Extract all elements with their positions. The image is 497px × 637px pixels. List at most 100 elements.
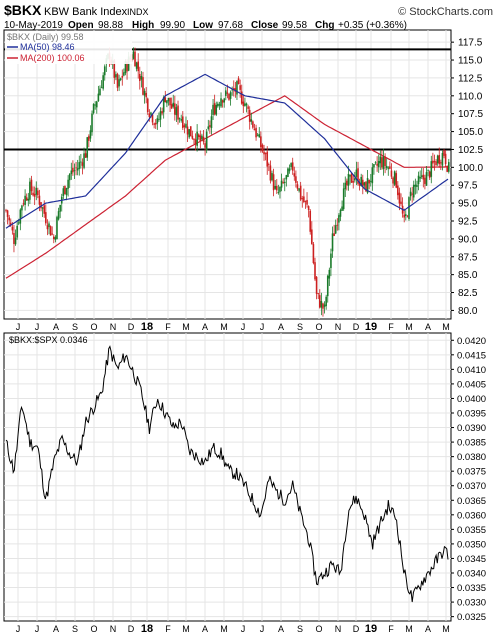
candle-body xyxy=(349,174,351,177)
candle-body xyxy=(341,206,343,211)
candle-body xyxy=(260,136,262,148)
candle-body xyxy=(91,113,93,133)
candle-body xyxy=(245,103,248,106)
ratio-x-tick-label: J xyxy=(241,624,246,634)
candle-body xyxy=(444,153,447,165)
ratio-x-tick-label: M xyxy=(405,624,413,634)
ratio-series-title: $BKX:$SPX 0.0346 xyxy=(9,335,88,345)
candle-body xyxy=(94,104,96,106)
candle-body xyxy=(119,78,122,80)
ratio-y-tick-label: 0.0340 xyxy=(457,569,486,580)
candle-body xyxy=(266,151,269,167)
candle-body xyxy=(427,169,429,171)
ratio-y-tick-label: 0.0355 xyxy=(457,525,486,536)
candle-body xyxy=(291,162,294,171)
candle-body xyxy=(397,185,399,196)
candle-body xyxy=(422,174,425,180)
ratio-y-tick-label: 0.0390 xyxy=(457,423,486,434)
candle-body xyxy=(154,122,157,125)
candle-body xyxy=(390,170,393,177)
candle-body xyxy=(377,161,380,168)
candle-body xyxy=(414,184,417,187)
candle-body xyxy=(197,134,200,137)
ratio-y-tick-label: 0.0365 xyxy=(457,496,486,507)
candle-body xyxy=(186,126,189,135)
candle-body xyxy=(385,165,388,169)
price-x-tick-label: S xyxy=(297,322,303,332)
candle-body xyxy=(311,229,313,245)
ratio-y-tick-label: 0.0345 xyxy=(457,554,486,565)
candle-body xyxy=(215,104,218,115)
candle-body xyxy=(156,118,159,124)
candle-body xyxy=(19,209,22,224)
candle-body xyxy=(320,300,323,308)
candle-body xyxy=(175,107,178,116)
price-x-tick-labels: J J A S O N D 18 F M A M J J A S O N D 19 F M A M xyxy=(16,321,450,333)
candle-body xyxy=(189,126,192,137)
candle-body xyxy=(183,125,186,128)
price-y-tick-label: 107.5 xyxy=(458,109,483,120)
candle-body xyxy=(355,169,358,177)
candle-body xyxy=(223,98,226,103)
candle-body xyxy=(268,164,270,165)
candle-body xyxy=(188,129,190,138)
candle-body xyxy=(145,92,147,98)
candle-body xyxy=(374,162,377,164)
candle-body xyxy=(303,196,305,203)
candle-body xyxy=(89,130,92,139)
candle-body xyxy=(135,62,138,69)
candle-body xyxy=(312,244,315,264)
candle-body xyxy=(17,222,20,224)
price-x-tick-label: A xyxy=(53,322,59,332)
candle-body xyxy=(354,178,356,181)
price-y-tick-label: 117.5 xyxy=(458,38,483,49)
candle-body xyxy=(255,127,257,138)
candle-body xyxy=(274,185,276,189)
candle-body xyxy=(95,101,98,108)
price-y-tick-label: 97.5 xyxy=(458,181,478,192)
price-x-tick-label: 19 xyxy=(365,321,377,333)
candle-body xyxy=(75,167,77,169)
candle-body xyxy=(41,207,44,209)
ratio-x-tick-label: D xyxy=(128,624,135,634)
candle-body xyxy=(196,131,198,146)
candle-body xyxy=(16,225,18,238)
candle-body xyxy=(288,168,291,172)
candle-body xyxy=(361,179,364,188)
candle-body xyxy=(11,226,14,231)
candle-body xyxy=(166,100,168,104)
candle-body xyxy=(25,197,28,201)
candle-body xyxy=(201,135,203,140)
price-x-tick-label: F xyxy=(165,322,171,332)
price-x-tick-label: M xyxy=(182,322,190,332)
candle-body xyxy=(138,73,141,82)
candle-body xyxy=(54,237,57,240)
ratio-x-tick-label: A xyxy=(202,624,208,634)
candle-body xyxy=(314,262,316,280)
price-y-tick-label: 110.0 xyxy=(458,91,483,102)
candle-body xyxy=(126,61,128,72)
candle-body xyxy=(6,210,9,217)
price-x-tick-label: M xyxy=(220,322,228,332)
ma50-line xyxy=(5,73,449,229)
candle-body xyxy=(441,153,444,166)
candle-body xyxy=(325,296,327,307)
ratio-x-tick-label: J xyxy=(35,624,40,634)
ratio-y-tick-label: 0.0410 xyxy=(457,365,486,376)
price-y-tick-label: 102.5 xyxy=(458,145,483,156)
candle-body xyxy=(285,175,288,180)
candle-body xyxy=(347,173,350,186)
candle-body xyxy=(239,85,241,90)
candle-body xyxy=(146,98,149,113)
candle-body xyxy=(143,90,146,96)
candle-body xyxy=(51,233,53,235)
candle-body xyxy=(205,131,208,151)
candle-body xyxy=(419,177,421,179)
candle-body xyxy=(440,162,442,164)
price-x-tick-label: D xyxy=(353,322,360,332)
candle-body xyxy=(35,187,38,195)
candle-body xyxy=(100,87,103,89)
candle-body xyxy=(280,180,283,188)
candle-body xyxy=(228,93,230,100)
candle-body xyxy=(240,91,243,104)
